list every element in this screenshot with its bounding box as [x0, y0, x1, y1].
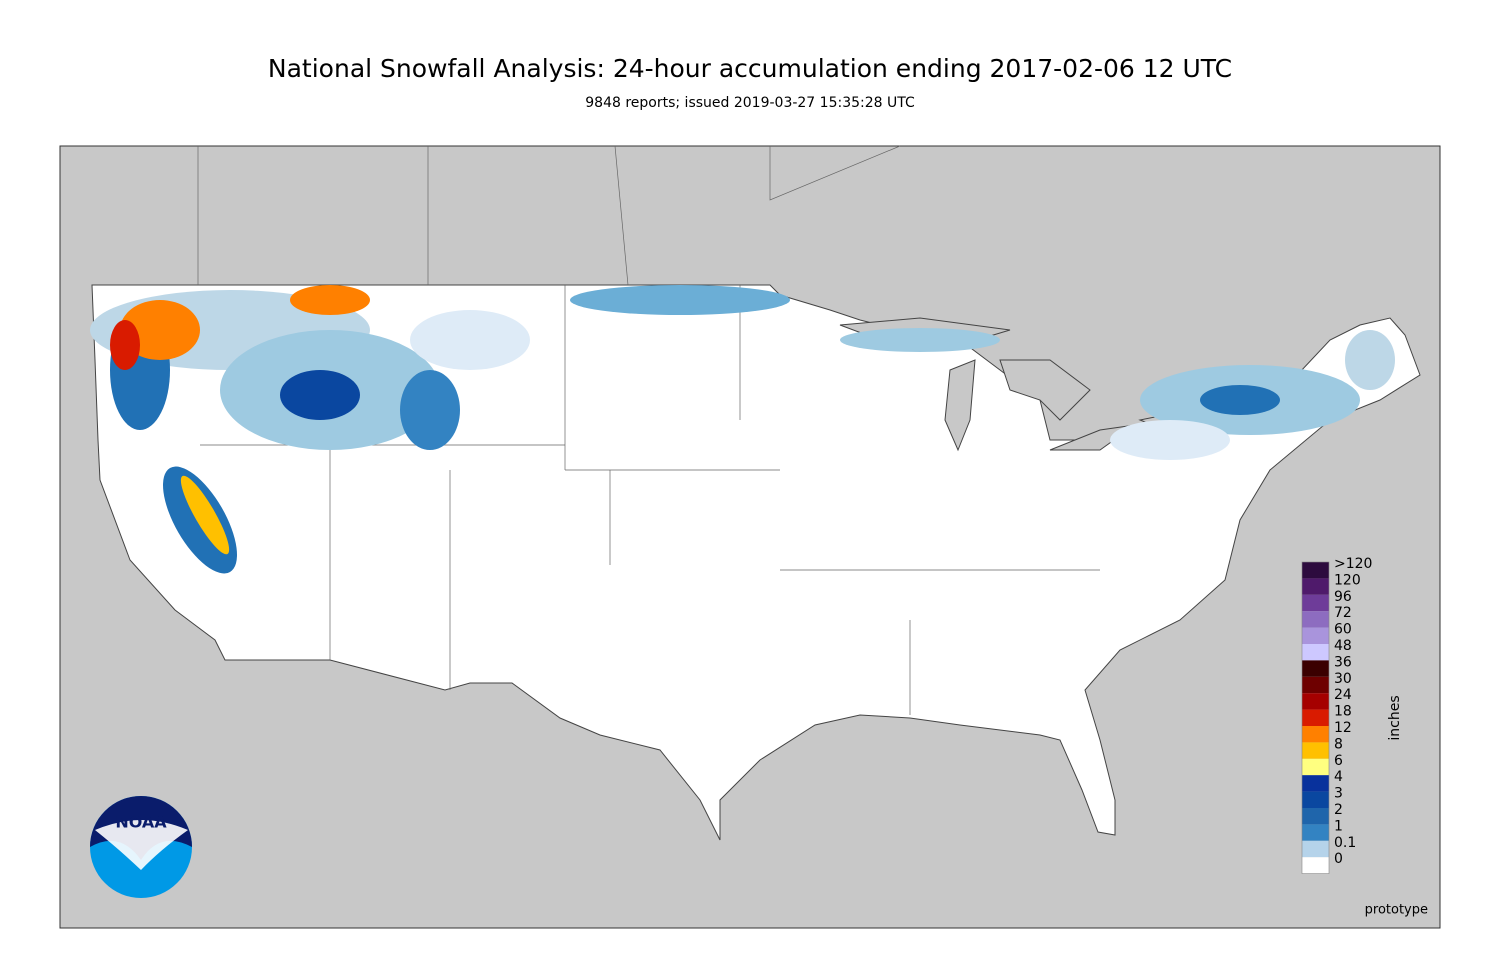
legend-label: 0	[1334, 851, 1343, 867]
logo-text: NOAA	[115, 813, 167, 832]
legend-label: 0.1	[1334, 835, 1356, 851]
legend-swatch	[1302, 857, 1329, 874]
map	[59, 145, 1441, 929]
legend-swatch	[1302, 840, 1329, 858]
legend-label: 24	[1334, 687, 1352, 703]
legend-swatch	[1302, 578, 1329, 595]
noaa-logo: NOAA	[90, 796, 192, 898]
legend-label: 12	[1334, 720, 1352, 736]
legend-swatch	[1302, 824, 1329, 841]
title: National Snowfall Analysis: 24-hour accu…	[268, 54, 1232, 83]
legend-swatch	[1302, 676, 1329, 694]
legend-label: 36	[1334, 654, 1352, 670]
legend-swatch	[1302, 660, 1329, 677]
legend-swatch	[1302, 611, 1329, 628]
legend-label: 72	[1334, 605, 1352, 621]
legend-label: >120	[1334, 556, 1372, 572]
legend-swatch	[1302, 775, 1329, 792]
legend-label: 1	[1334, 818, 1343, 834]
legend-swatch	[1302, 644, 1329, 661]
legend-label: 8	[1334, 736, 1343, 752]
legend-label: 6	[1334, 753, 1343, 769]
legend-label: 60	[1334, 622, 1352, 638]
legend-frame	[1301, 561, 1330, 874]
legend-label: 3	[1334, 786, 1343, 802]
legend-swatch	[1302, 562, 1329, 579]
legend-swatch	[1302, 693, 1329, 710]
legend-label: 4	[1334, 769, 1343, 785]
legend-swatch	[1302, 742, 1329, 759]
legend-label: 120	[1334, 572, 1361, 588]
legend-swatch	[1302, 808, 1329, 825]
legend-swatch	[1302, 791, 1329, 808]
legend-label: 30	[1334, 671, 1352, 687]
legend-swatch	[1302, 758, 1329, 776]
legend-label: 96	[1334, 589, 1352, 605]
legend-label: 48	[1334, 638, 1352, 654]
borders	[197, 145, 1100, 715]
legend-swatch	[1302, 709, 1329, 726]
note: prototype	[1365, 903, 1428, 918]
legend-swatch	[1302, 726, 1329, 743]
legend-swatch	[1302, 627, 1329, 644]
legend-swatch	[1302, 594, 1329, 612]
subtitle: 9848 reports; issued 2019-03-27 15:35:28…	[585, 95, 915, 111]
legend-label: 2	[1334, 802, 1343, 818]
legend-label: 18	[1334, 704, 1352, 720]
legend-unit: inches	[1387, 695, 1403, 740]
snow-cover	[90, 285, 1395, 574]
